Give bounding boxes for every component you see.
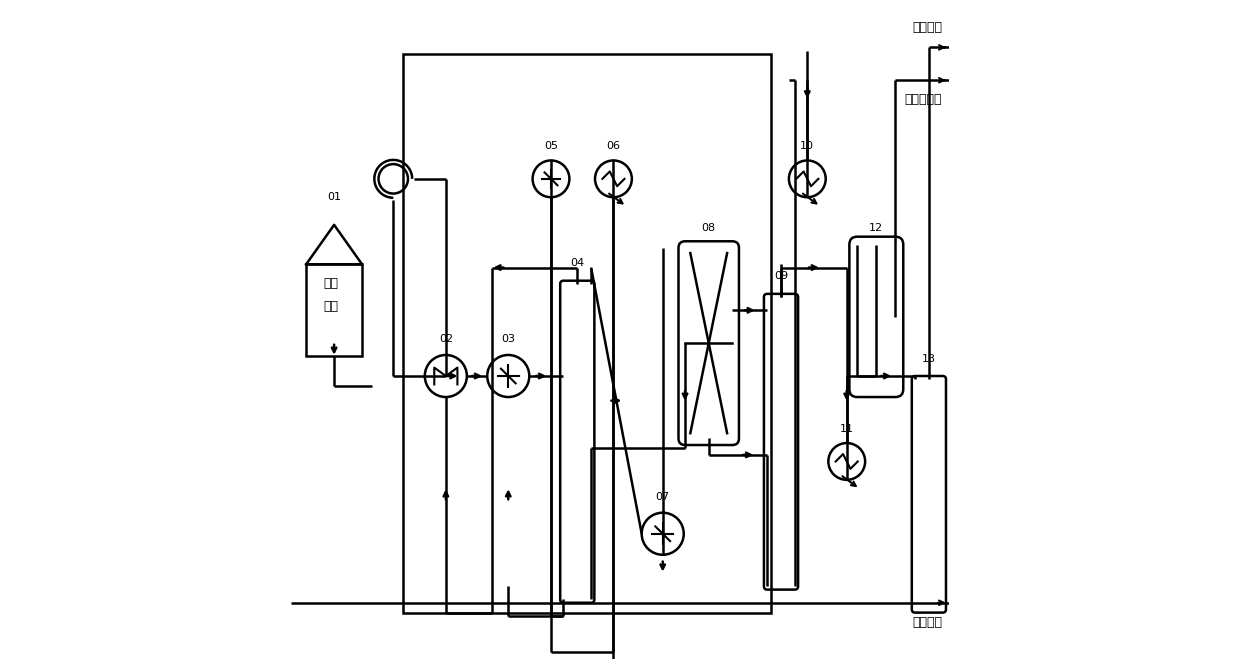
Text: 原料: 原料 <box>324 277 339 290</box>
Text: 二甲醚产品: 二甲醚产品 <box>904 94 942 106</box>
Text: 甲醇: 甲醇 <box>324 300 339 314</box>
Text: 10: 10 <box>800 141 815 151</box>
Text: 12: 12 <box>869 222 883 233</box>
Text: 08: 08 <box>702 222 715 233</box>
Text: 11: 11 <box>839 424 854 434</box>
Bar <box>306 264 362 356</box>
Bar <box>403 54 771 612</box>
Text: 13: 13 <box>921 354 936 364</box>
Text: 03: 03 <box>501 335 516 345</box>
Text: 06: 06 <box>606 141 620 151</box>
Text: 02: 02 <box>439 335 453 345</box>
Text: 09: 09 <box>774 271 789 280</box>
Text: 放空火炬: 放空火炬 <box>913 21 942 34</box>
Text: 07: 07 <box>656 492 670 502</box>
Text: 05: 05 <box>544 141 558 151</box>
Text: 04: 04 <box>570 257 584 267</box>
Text: 工艺废水: 工艺废水 <box>913 616 942 629</box>
Text: 01: 01 <box>327 192 341 202</box>
